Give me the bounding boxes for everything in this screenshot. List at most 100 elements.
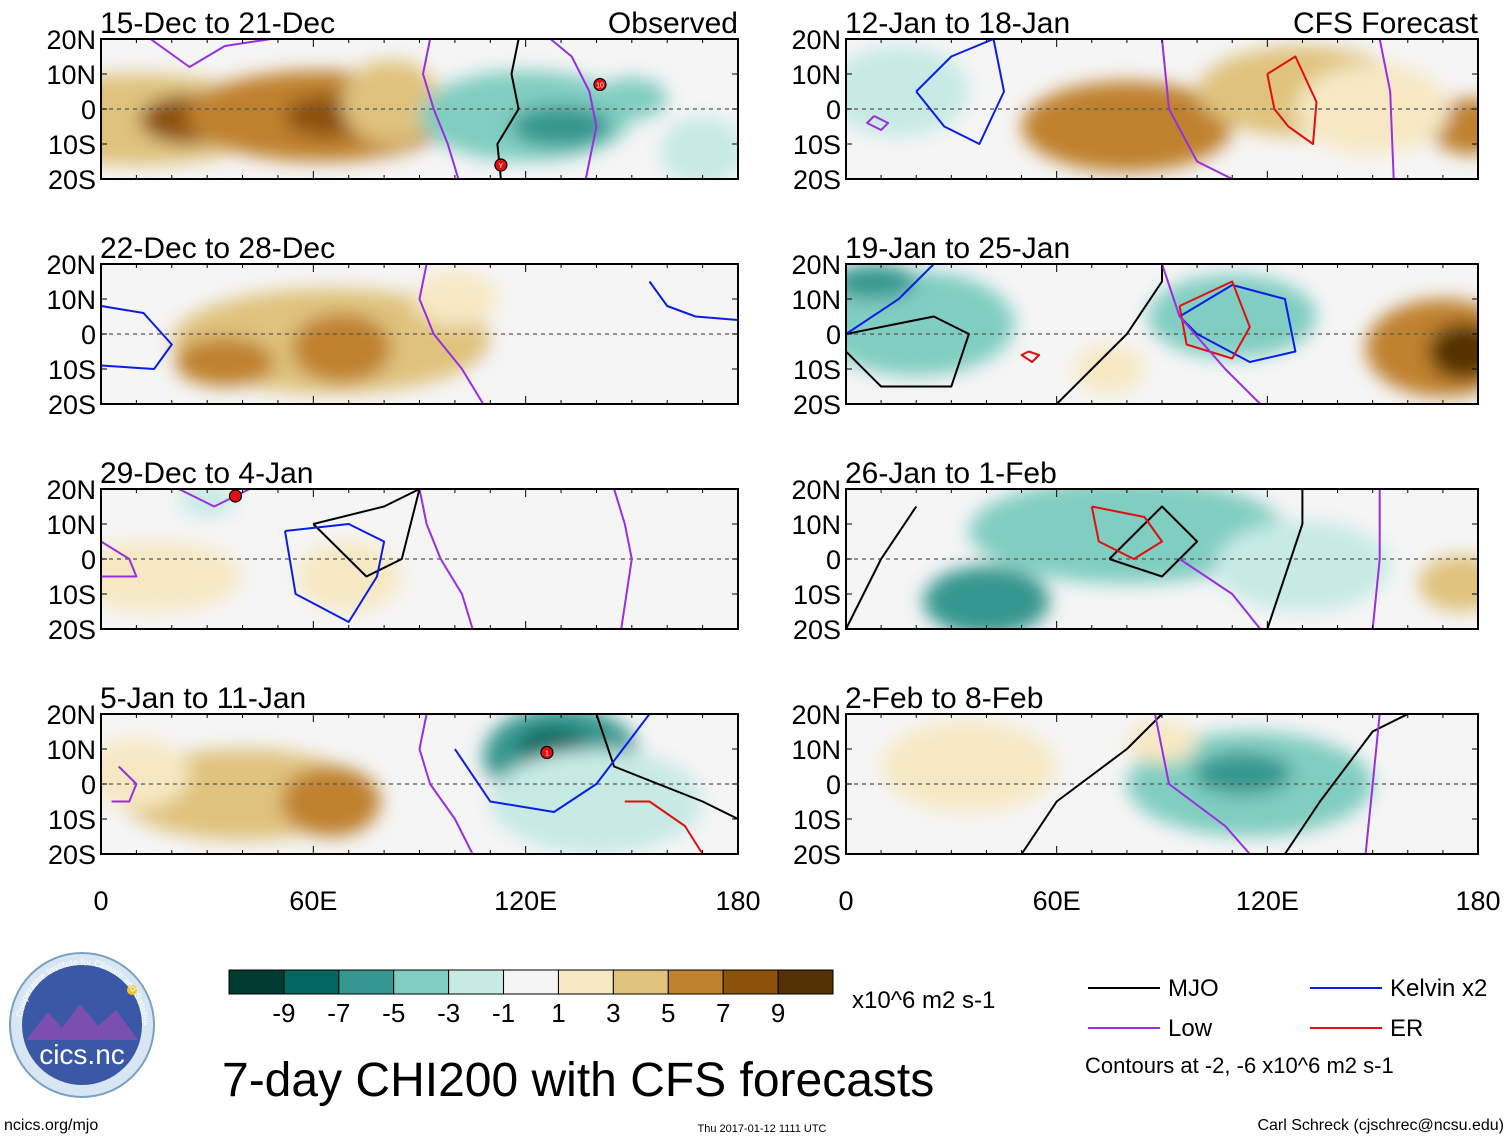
units-label: x10^6 m2 s-1 (852, 987, 995, 1014)
contour-kelvin (648, 280, 738, 321)
contour-low (1161, 264, 1262, 404)
lat-tick-label: 10N (791, 510, 841, 540)
colorbar-label: -7 (327, 998, 350, 1028)
contour-kelvin (101, 305, 173, 370)
storm-marker (228, 489, 243, 503)
contour-low (549, 39, 598, 179)
colorbar-swatch (557, 969, 614, 995)
lon-tick-label: 120E (1236, 886, 1299, 916)
legend-mjo-label: MJO (1168, 975, 1219, 1002)
contour-mjo (846, 315, 970, 388)
panel-period-title: 2-Feb to 8-Feb (845, 682, 1043, 715)
lon-tick-label: 180 (1455, 886, 1500, 916)
storm-label: 10 (596, 83, 604, 90)
panel-source-tag: CFS Forecast (1293, 7, 1479, 40)
anomaly-blob (101, 738, 190, 809)
lat-tick-label: 10S (793, 580, 841, 610)
anomaly-blob (1074, 344, 1145, 394)
anomaly-blob (1112, 109, 1212, 165)
anomaly-blob (1193, 752, 1292, 795)
contour-legend: MJO Kelvin x2 Low ER Contours at -2, -6 … (1085, 975, 1487, 1078)
contour-low (1364, 714, 1381, 854)
lon-tick-label: 0 (93, 886, 108, 916)
anomaly-blob (846, 264, 917, 299)
legend-kelvin-label: Kelvin x2 (1390, 975, 1487, 1002)
colorbar-label: -9 (272, 998, 295, 1028)
storm-marker (494, 158, 508, 172)
storm-marker (593, 77, 607, 92)
contour-kelvin (454, 714, 651, 813)
storm-label: 1 (545, 751, 549, 758)
contour-low (866, 115, 890, 131)
contour-er (1178, 280, 1251, 360)
lat-tick-label: 10N (791, 285, 841, 315)
anomaly-blob (292, 313, 392, 383)
logo-sun (127, 985, 137, 995)
contour-kelvin (846, 264, 935, 335)
lat-tick-label: 20N (46, 250, 96, 280)
anomaly-blob (1418, 555, 1478, 612)
panel-period-title: 26-Jan to 1-Feb (845, 457, 1057, 490)
anomaly-blob (596, 77, 668, 120)
contour-low (111, 765, 138, 803)
lat-tick-label: 20N (46, 25, 96, 55)
anomaly-field: 1 (101, 714, 738, 854)
anomaly-field (846, 264, 1478, 404)
lat-tick-label: 20N (791, 25, 841, 55)
contour-kelvin (915, 39, 1005, 145)
anomaly-blob (391, 492, 519, 591)
lat-tick-label: 0 (81, 320, 96, 350)
lat-tick-label: 10S (48, 580, 96, 610)
contour-low (101, 540, 138, 578)
contour-low (1179, 558, 1262, 629)
contour-kelvin (1178, 284, 1297, 363)
lat-tick-label: 20N (791, 250, 841, 280)
anomaly-field (846, 39, 1478, 179)
contour-mjo (1020, 714, 1163, 854)
lat-tick-label: 10S (48, 355, 96, 385)
colorbar-swatch (503, 969, 559, 995)
anomaly-blob (483, 341, 639, 397)
anomaly-blob (642, 334, 728, 390)
anomaly-blobs (171, 271, 728, 397)
lon-tick-label: 60E (289, 886, 337, 916)
footer-site-link[interactable]: ncics.org/mjo (4, 1117, 98, 1134)
lat-tick-label: 10N (46, 285, 96, 315)
lat-tick-label: 20S (793, 165, 841, 195)
lat-tick-label: 20S (793, 615, 841, 645)
legend-er-label: ER (1390, 1015, 1423, 1042)
contour-low (422, 39, 460, 179)
panel-period-title: 5-Jan to 11-Jan (100, 682, 306, 715)
anomaly-blob (1126, 721, 1198, 763)
contour-low (1154, 714, 1251, 854)
anomaly-blobs (101, 60, 738, 179)
lat-tick-label: 20S (48, 840, 96, 870)
colorbar-label: -3 (437, 998, 460, 1028)
anomaly-blob (881, 721, 1057, 812)
colorbar: -9 -7 -5 -3 -1 1 3 5 7 9 (228, 969, 834, 1028)
logo-mountains (26, 1004, 138, 1040)
panel-period-title: 19-Jan to 25-Jan (845, 232, 1070, 265)
contour-mjo (846, 505, 918, 629)
lat-tick-label: 20S (48, 615, 96, 645)
anomaly-blob (968, 489, 1285, 584)
lat-tick-label: 20S (793, 840, 841, 870)
lat-tick-label: 0 (81, 770, 96, 800)
colorbar-swatch (667, 969, 724, 995)
legend-low-label: Low (1168, 1015, 1213, 1042)
lat-tick-label: 20N (46, 700, 96, 730)
contour-mjo (595, 714, 738, 820)
panel-period-title: 12-Jan to 18-Jan (845, 7, 1070, 40)
panel-source-tag: Observed (608, 7, 738, 40)
colorbar-swatch (448, 969, 505, 995)
colorbar-swatch (338, 969, 395, 995)
contour-mjo (1055, 264, 1163, 404)
contour-er (624, 800, 704, 854)
colorbar-label: -1 (492, 998, 515, 1028)
lon-tick-label: 120E (494, 886, 557, 916)
